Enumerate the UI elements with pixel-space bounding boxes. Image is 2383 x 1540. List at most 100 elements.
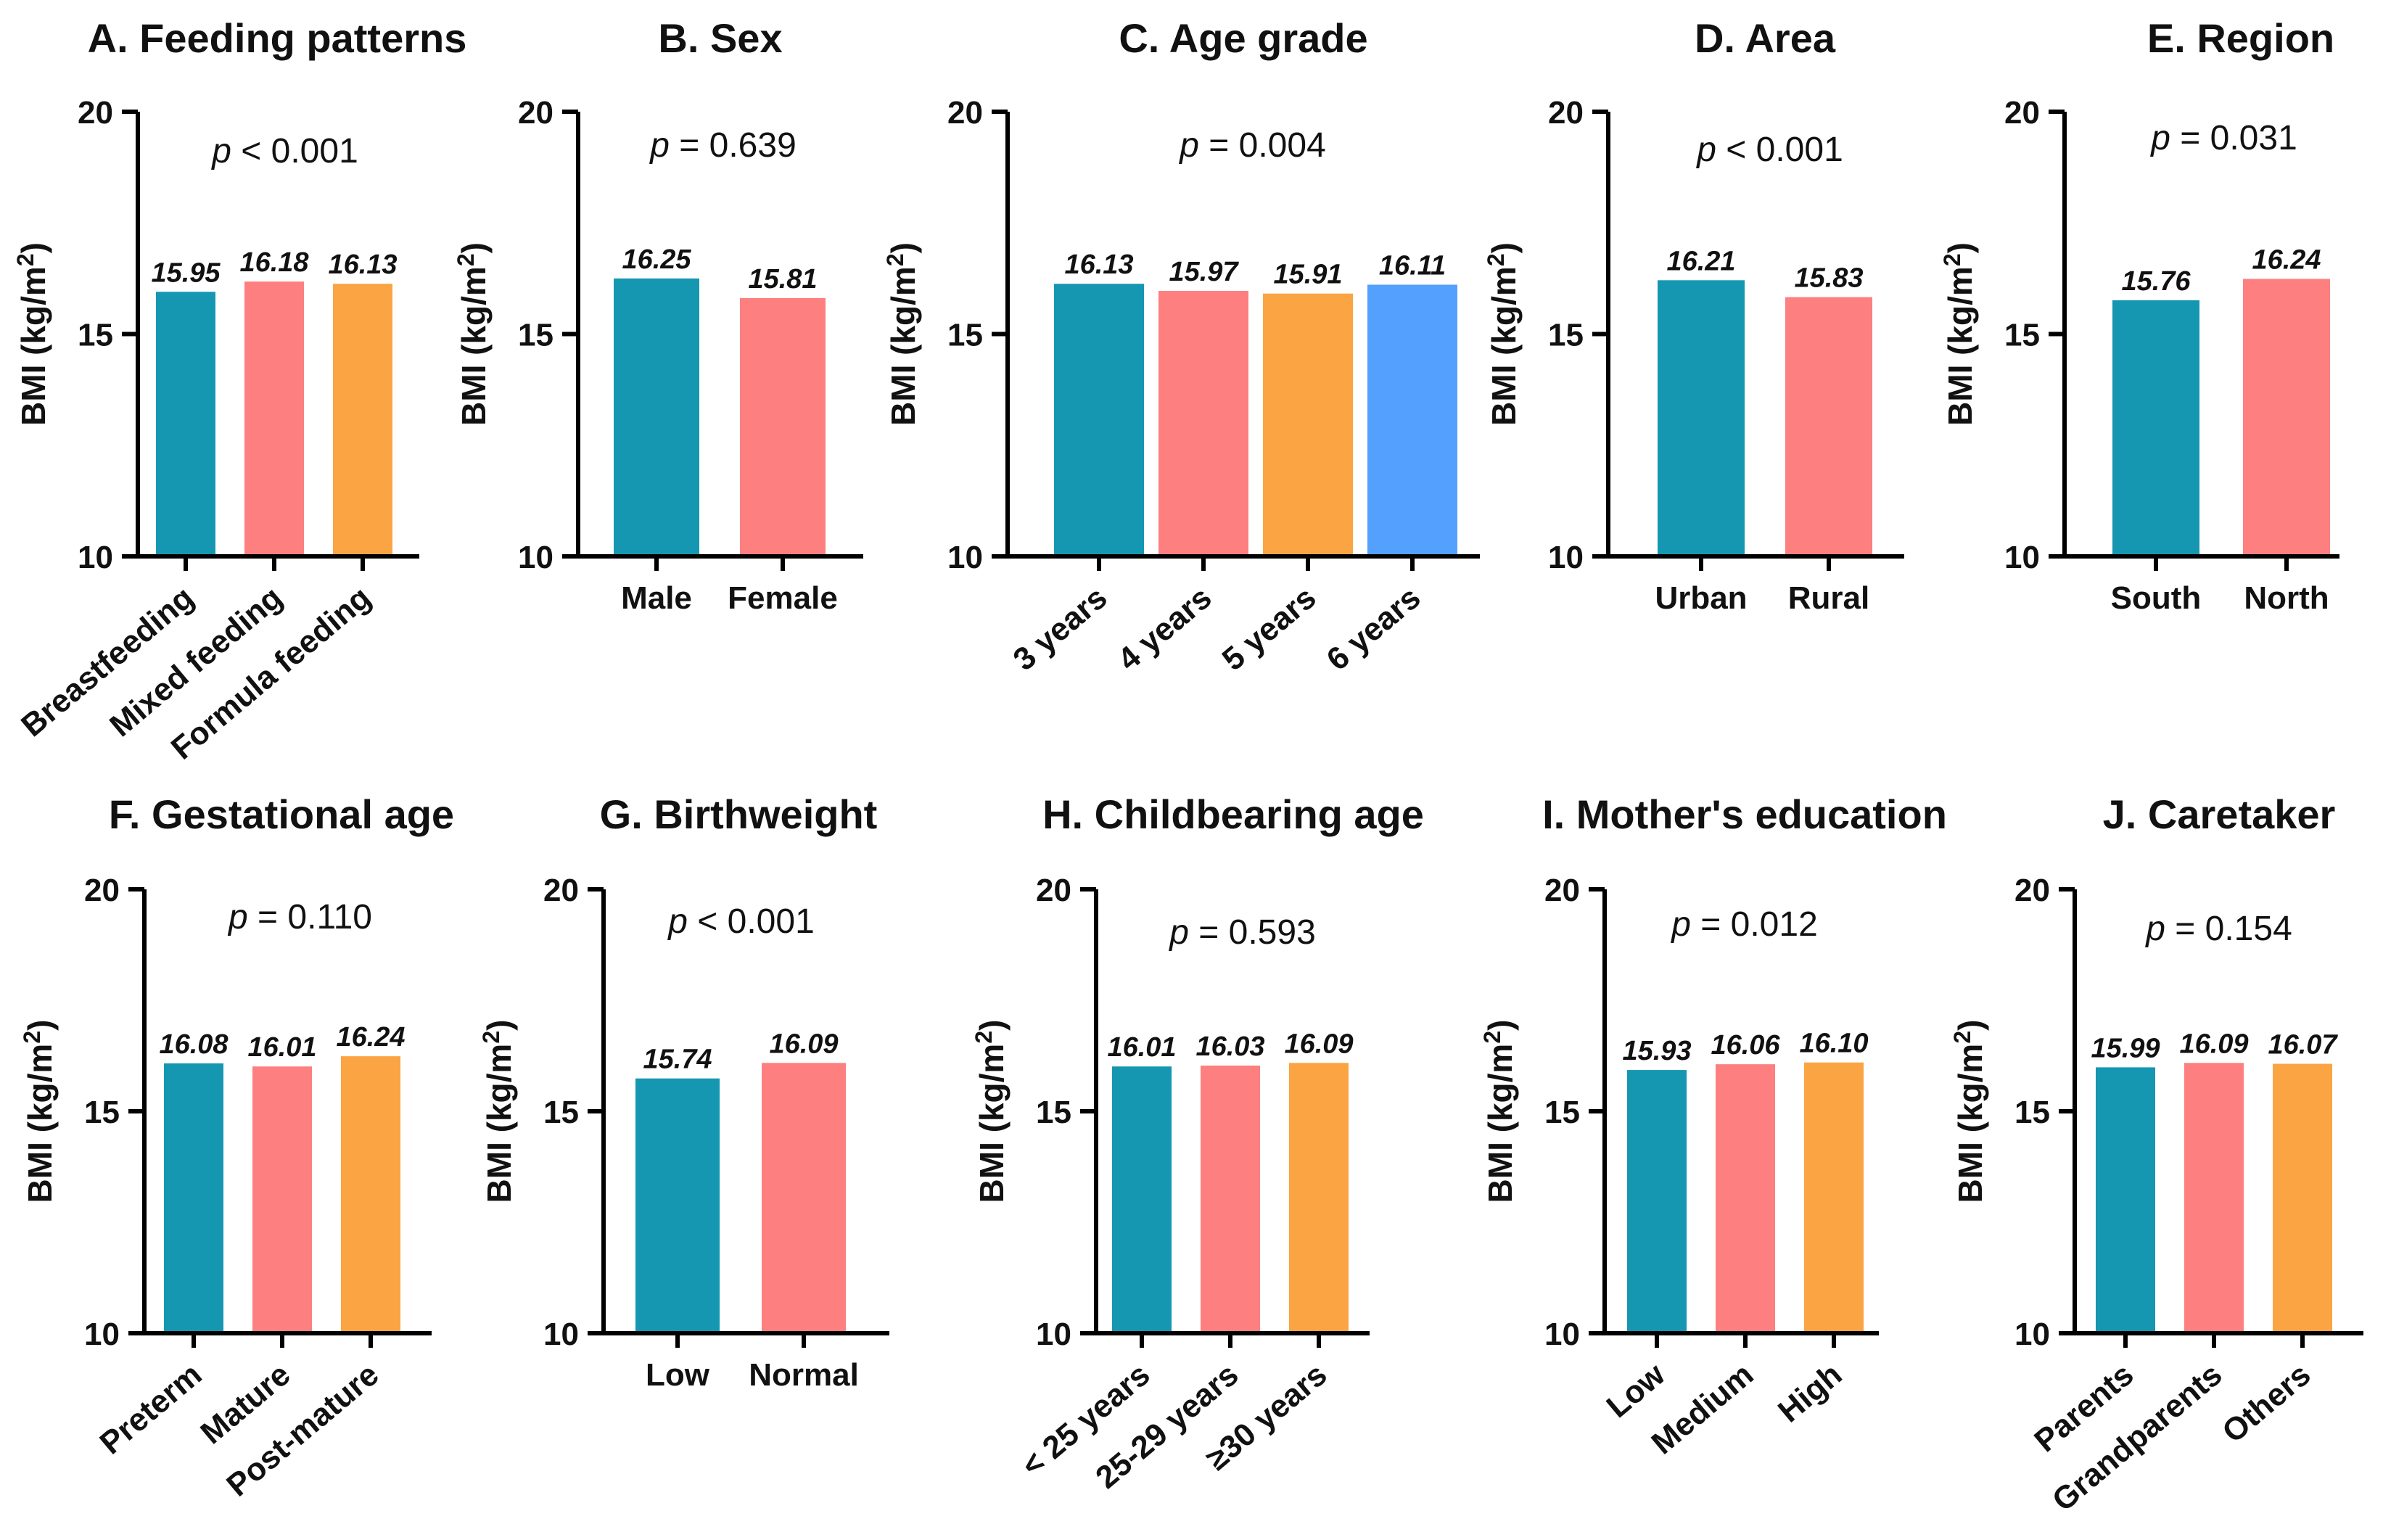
- y-tick-label: 20: [947, 95, 983, 131]
- y-tick-label: 15: [1544, 1095, 1580, 1130]
- bar-3-years: [1054, 284, 1144, 556]
- value-label: 16.11: [1379, 250, 1446, 281]
- y-tick-label: 20: [78, 95, 113, 131]
- y-tick-label: 15: [1036, 1095, 1071, 1130]
- y-tick-label: 10: [543, 1317, 579, 1352]
- category-label: Others: [2215, 1356, 2317, 1450]
- y-tick-label: 20: [1544, 873, 1580, 908]
- value-label: 16.10: [1799, 1029, 1868, 1059]
- y-tick-label: 20: [2004, 95, 2040, 131]
- bar-low: [635, 1078, 720, 1333]
- p-value-label: p = 0.110: [227, 898, 372, 936]
- bar-rural: [1785, 297, 1872, 556]
- bar-breastfeeding: [156, 292, 215, 556]
- panel-d: D. Area p < 0.001 16.21 Urban 15.83 Rural 10 15…: [1483, 15, 1904, 616]
- bar-grandparents: [2184, 1063, 2244, 1333]
- bar-high: [1804, 1062, 1864, 1333]
- y-tick-label: 20: [1548, 95, 1584, 131]
- y-tick-label: 15: [518, 318, 553, 353]
- panel-title: E. Region: [2147, 15, 2334, 61]
- y-tick-label: 20: [84, 873, 120, 908]
- panel-title: J. Caretaker: [2103, 791, 2336, 837]
- y-axis-label: BMI (kg/m2): [1949, 1020, 1989, 1203]
- p-value-label: p = 0.004: [1178, 126, 1326, 165]
- y-axis-label: BMI (kg/m2): [478, 1020, 518, 1203]
- p-value-label: p = 0.012: [1670, 905, 1818, 944]
- y-tick-label: 15: [2014, 1095, 2050, 1130]
- y-tick-label: 10: [2014, 1317, 2050, 1352]
- category-label: Low: [1600, 1356, 1672, 1425]
- panel-title: A. Feeding patterns: [88, 15, 467, 61]
- category-label: High: [1771, 1356, 1848, 1429]
- category-label: Rural: [1788, 580, 1869, 616]
- value-label: 16.18: [239, 247, 309, 278]
- panel-g: G. Birthweight p < 0.001 15.74 Low 16.09 Norm…: [478, 791, 889, 1393]
- bar-preterm: [164, 1063, 223, 1333]
- y-axis-label: BMI (kg/m2): [882, 242, 922, 426]
- panel-b: B. Sex p = 0.639 16.25 Male 15.81 Female 10 15 2…: [453, 15, 863, 616]
- bar-female: [740, 297, 826, 556]
- bar-4-years: [1158, 291, 1248, 556]
- bar-others: [2273, 1063, 2332, 1333]
- bar-25-years: [1112, 1066, 1172, 1333]
- value-label: 16.21: [1666, 246, 1735, 276]
- category-label: Female: [728, 580, 838, 616]
- bar-north: [2243, 279, 2330, 556]
- bar-normal: [762, 1063, 846, 1333]
- bar-25-29-years: [1201, 1065, 1260, 1333]
- value-label: 16.13: [1064, 250, 1133, 280]
- y-tick-label: 20: [2014, 873, 2050, 908]
- category-label: Urban: [1655, 580, 1747, 616]
- y-tick-label: 20: [543, 873, 579, 908]
- p-value-label: p = 0.639: [649, 126, 797, 165]
- value-label: 16.01: [1107, 1032, 1176, 1063]
- y-axis-label: BMI (kg/m2): [1939, 242, 1979, 426]
- category-label: Low: [646, 1357, 710, 1393]
- y-tick-label: 10: [947, 540, 983, 575]
- p-value-label: p < 0.001: [210, 132, 358, 170]
- value-label: 15.76: [2121, 266, 2191, 297]
- y-axis-label: BMI (kg/m2): [1483, 242, 1523, 426]
- value-label: 15.97: [1169, 257, 1239, 287]
- y-axis-label: BMI (kg/m2): [971, 1020, 1011, 1203]
- panel-title: F. Gestational age: [109, 791, 454, 837]
- bar-mixed-feeding: [244, 281, 304, 556]
- bar-formula-feeding: [333, 284, 392, 556]
- value-label: 15.93: [1622, 1036, 1691, 1066]
- category-label: 4 years: [1111, 580, 1219, 678]
- value-label: 16.09: [769, 1029, 838, 1059]
- category-label: Post-mature: [220, 1356, 385, 1504]
- p-value-label: p < 0.001: [1695, 131, 1843, 169]
- y-tick-label: 10: [78, 540, 113, 575]
- category-label: 6 years: [1320, 580, 1428, 678]
- bar-south: [2112, 300, 2199, 556]
- panel-title: H. Childbearing age: [1042, 791, 1424, 837]
- panel-i: I. Mother's education p = 0.012 15.93 Low 16…: [1479, 791, 1947, 1462]
- panel-title: G. Birthweight: [600, 791, 878, 837]
- bar-30-years: [1289, 1063, 1349, 1333]
- panel-title: I. Mother's education: [1542, 791, 1947, 837]
- value-label: 16.08: [159, 1029, 229, 1060]
- value-label: 15.95: [151, 258, 221, 288]
- value-label: 16.25: [622, 244, 691, 275]
- value-label: 15.83: [1794, 263, 1863, 294]
- value-label: 15.74: [643, 1045, 712, 1075]
- y-tick-label: 10: [84, 1317, 120, 1352]
- panel-c: C. Age grade p = 0.004 16.13 3 years 15.97 4 …: [882, 15, 1480, 678]
- bar-5-years: [1263, 293, 1353, 556]
- y-tick-label: 15: [78, 318, 113, 353]
- category-label: Normal: [749, 1357, 859, 1393]
- bar-parents: [2096, 1067, 2155, 1333]
- category-label: Male: [621, 580, 692, 616]
- y-tick-label: 10: [2004, 540, 2040, 575]
- y-tick-label: 10: [1036, 1317, 1071, 1352]
- value-label: 15.81: [748, 264, 817, 295]
- bar-mature: [252, 1066, 312, 1333]
- category-label: South: [2111, 580, 2202, 616]
- bar-medium: [1716, 1064, 1775, 1333]
- category-label: North: [2244, 580, 2329, 616]
- y-tick-label: 15: [1548, 318, 1584, 353]
